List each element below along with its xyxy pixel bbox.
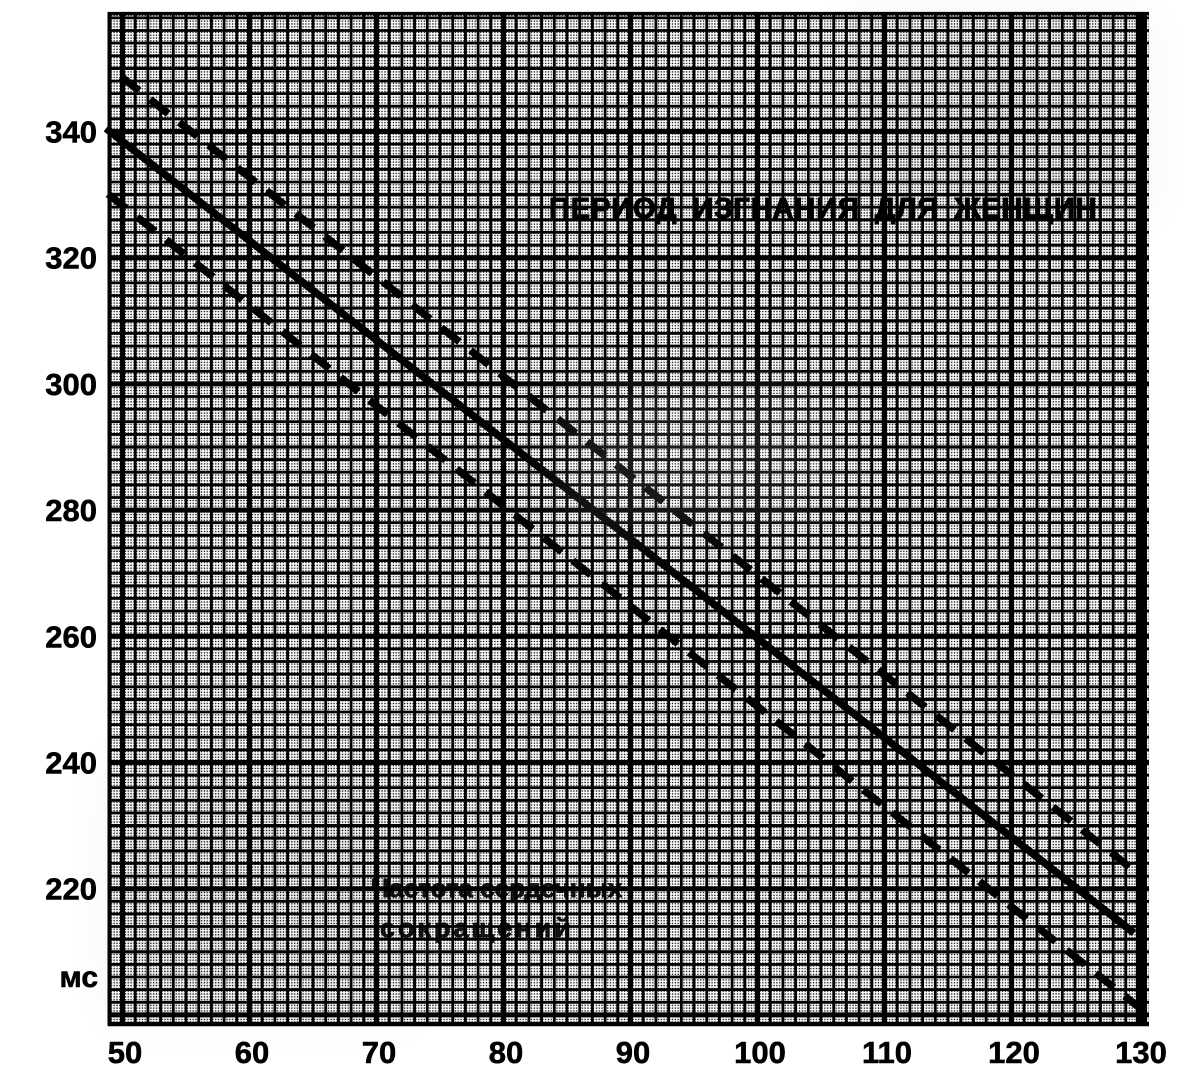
svg-text:300: 300 <box>45 367 97 402</box>
svg-text:130: 130 <box>1115 1035 1167 1070</box>
svg-text:80: 80 <box>489 1035 523 1070</box>
svg-text:340: 340 <box>45 115 97 150</box>
svg-text:70: 70 <box>362 1035 396 1070</box>
svg-text:240: 240 <box>45 746 97 781</box>
svg-text:120: 120 <box>988 1035 1040 1070</box>
svg-text:ПЕРИОД ИЗГНАНИЯ ДЛЯ ЖЕНЩИН: ПЕРИОД ИЗГНАНИЯ ДЛЯ ЖЕНЩИН <box>549 193 1097 225</box>
svg-text:260: 260 <box>45 619 97 654</box>
svg-text:50: 50 <box>108 1035 142 1070</box>
svg-text:220: 220 <box>45 872 97 907</box>
svg-text:280: 280 <box>45 493 97 528</box>
svg-text:110: 110 <box>862 1035 912 1070</box>
svg-text:60: 60 <box>235 1035 269 1070</box>
svg-text:Частота сердечных: Частота сердечных <box>371 873 623 903</box>
svg-text:90: 90 <box>616 1035 650 1070</box>
svg-text:сокращений: сокращений <box>380 913 574 943</box>
svg-text:320: 320 <box>45 241 97 276</box>
svg-text:100: 100 <box>734 1035 786 1070</box>
svg-text:мс: мс <box>60 961 98 994</box>
